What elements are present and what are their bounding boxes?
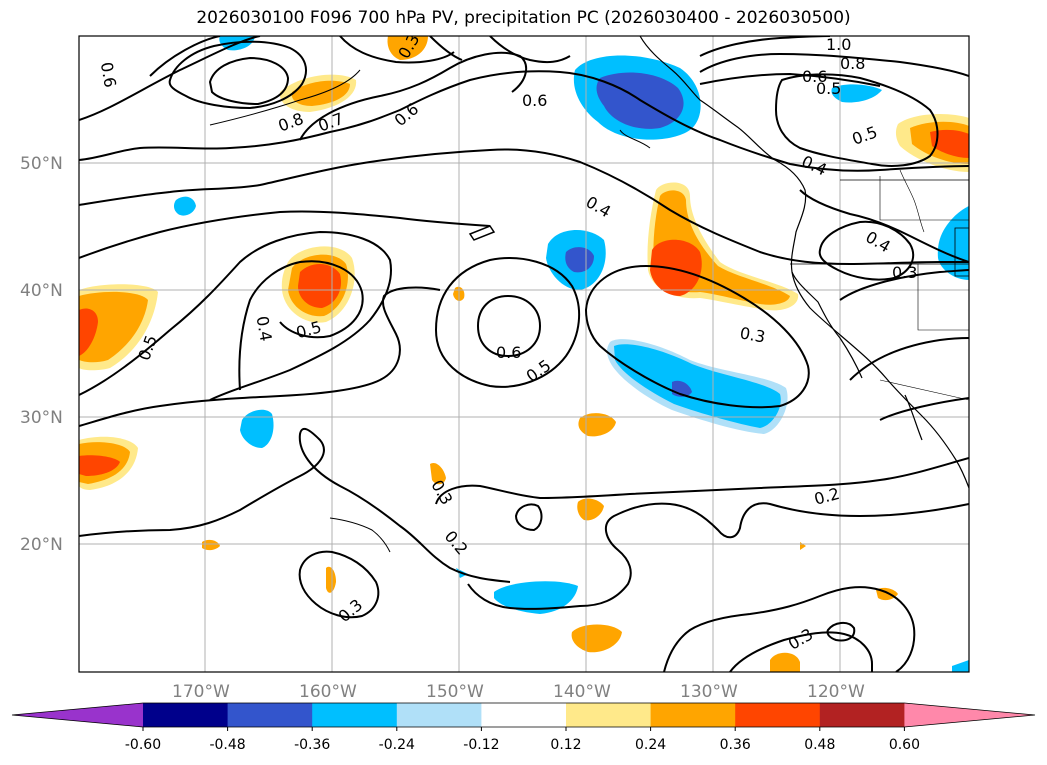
map-frame xyxy=(78,35,970,673)
contour-label: 0.3 xyxy=(738,323,766,346)
contour-label: 0.8 xyxy=(840,54,865,73)
lon-label: 170°W xyxy=(172,682,230,702)
coastlines xyxy=(209,36,969,553)
colorbar-segment xyxy=(143,703,229,727)
colorbar-tick-label: -0.12 xyxy=(463,737,499,753)
colorbar-tick-label: 0.48 xyxy=(804,737,835,753)
lon-label: 140°W xyxy=(553,682,611,702)
contour-label: 0.5 xyxy=(816,79,841,98)
colorbar-tick-label: -0.48 xyxy=(209,737,245,753)
colorbar-segment xyxy=(566,703,652,727)
colorbar-tick-label: -0.60 xyxy=(125,737,161,753)
colorbar: -0.60 -0.48 -0.36 -0.24 -0.12 0.12 0.24 0.36 0.4… xyxy=(11,702,1036,753)
colorbar-extend-max xyxy=(904,703,1035,727)
contour-label: 0.4 xyxy=(253,314,276,342)
colorbar-tick-label: 0.12 xyxy=(550,737,581,753)
lon-label: 160°W xyxy=(299,682,357,702)
colorbar-tick-label: 0.24 xyxy=(635,737,666,753)
colorbar-segment xyxy=(735,703,821,727)
colorbar-tick-label: -0.36 xyxy=(294,737,330,753)
contour-label: 0.6 xyxy=(496,343,521,362)
colorbar-segment xyxy=(819,703,905,727)
colorbar-segment xyxy=(227,703,313,727)
lat-label: 30°N xyxy=(20,408,63,428)
colorbar-tick-label: -0.24 xyxy=(379,737,415,753)
contour-label: 0.6 xyxy=(522,91,547,110)
colorbar-segment xyxy=(650,703,736,727)
pv-contours xyxy=(79,36,969,672)
map-area xyxy=(79,36,969,672)
colorbar-extend-min xyxy=(12,703,143,727)
lon-label: 130°W xyxy=(680,682,738,702)
lon-label: 150°W xyxy=(426,682,484,702)
contour-label: 0.6 xyxy=(802,67,827,86)
colorbar-segment xyxy=(396,703,482,727)
precip-shading xyxy=(79,36,969,672)
latitude-labels: 50°N 40°N 30°N 20°N xyxy=(20,154,63,555)
map-title: 2026030100 F096 700 hPa PV, precipitatio… xyxy=(196,8,851,28)
colorbar-tick-label: 0.36 xyxy=(720,737,751,753)
colorbar-tick-label: 0.60 xyxy=(889,737,920,753)
graticule xyxy=(79,36,969,672)
contour-label: 0.6 xyxy=(97,61,120,89)
contour-label: 1.0 xyxy=(826,35,851,54)
colorbar-segment xyxy=(481,703,567,727)
contour-label: 0.3 xyxy=(892,263,917,282)
lon-label: 120°W xyxy=(807,682,865,702)
lat-label: 40°N xyxy=(20,281,63,301)
colorbar-segment xyxy=(312,703,398,727)
lat-label: 20°N xyxy=(20,535,63,555)
lat-label: 50°N xyxy=(20,154,63,174)
longitude-labels: 170°W 160°W 150°W 140°W 130°W 120°W xyxy=(172,682,865,702)
